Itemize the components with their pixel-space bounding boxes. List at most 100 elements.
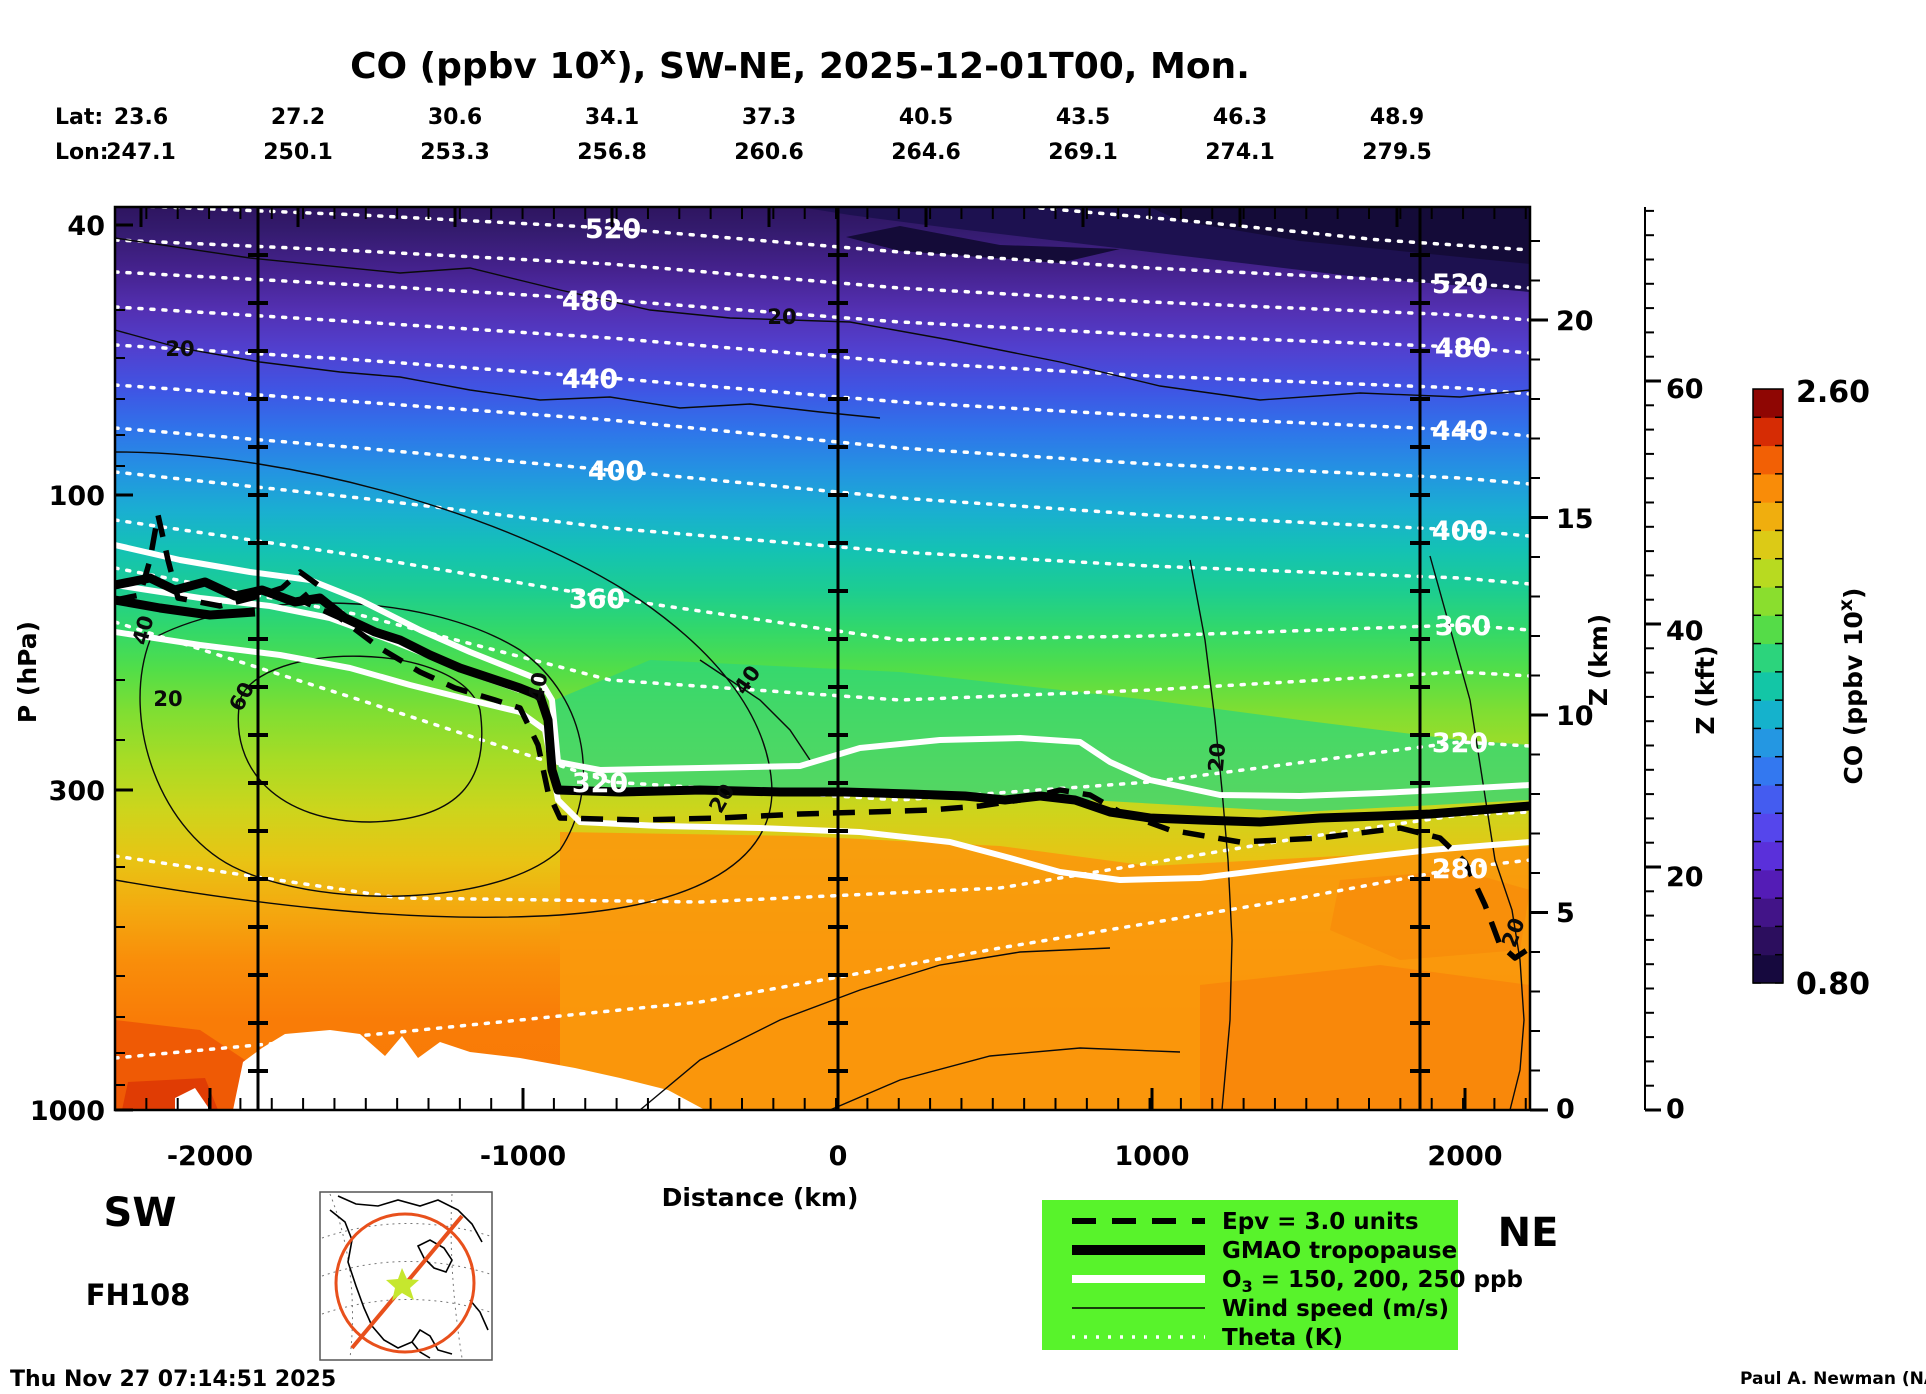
- theta-label: 400: [1432, 516, 1488, 547]
- colorbar-swatch: [1753, 785, 1783, 814]
- p-tick-label: 1000: [30, 1096, 105, 1127]
- colorbar-swatch: [1753, 926, 1783, 956]
- colorbar-swatch: [1753, 389, 1783, 418]
- epv-legend-label: Epv = 3.0 units: [1222, 1209, 1419, 1235]
- colorbar-swatch: [1753, 813, 1783, 843]
- map-coastline: [329, 1195, 489, 1359]
- lon-value: 253.3: [420, 140, 490, 165]
- colorbar-swatch: [1753, 615, 1783, 645]
- zkm-tick-label: 5: [1556, 898, 1575, 929]
- wind-label: 20: [153, 687, 182, 711]
- map-great-circle-ring: [334, 1212, 476, 1354]
- x-tick-label: 2000: [1427, 1141, 1502, 1172]
- wind-legend-label: Wind speed (m/s): [1222, 1296, 1449, 1322]
- theta-label: 480: [562, 286, 618, 317]
- forecast-hour-label: FH108: [86, 1278, 191, 1312]
- colorbar-swatch: [1753, 502, 1783, 531]
- lat-value: 40.5: [899, 105, 953, 130]
- zkft-tick-label: 20: [1666, 862, 1704, 893]
- distance-axis: -2000 -1000 0 1000 2000 Distance (km): [167, 1141, 1503, 1212]
- theta-label: 520: [1432, 269, 1488, 300]
- theta-contours: [115, 207, 1530, 1060]
- credit: Paul A. Newman (NASA: [1740, 1369, 1926, 1389]
- lat-value: 46.3: [1213, 105, 1267, 130]
- timestamp: Thu Nov 27 07:14:51 2025: [10, 1367, 336, 1392]
- zkft-axis-title: Z (kft): [1691, 645, 1720, 734]
- lat-value: 43.5: [1056, 105, 1110, 130]
- zkm-tick-label: 20: [1556, 306, 1594, 337]
- zkm-axis-title: Z (km): [1584, 614, 1613, 706]
- lon-value: 256.8: [577, 140, 647, 165]
- tropopause-legend-label: GMAO tropopause: [1222, 1238, 1457, 1264]
- pressure-axis-title: P (hPa): [13, 621, 42, 723]
- colorbar-frame: [1752, 388, 1784, 984]
- theta-label: 400: [588, 456, 644, 487]
- theta-label: 480: [1435, 333, 1491, 364]
- colorbar-max: 2.60: [1796, 375, 1870, 410]
- lat-value: 27.2: [271, 105, 325, 130]
- lon-value: 247.1: [106, 140, 176, 165]
- colorbar-swatch: [1753, 530, 1783, 560]
- colorbar: 2.60 0.80 CO (ppbv 10x): [1752, 375, 1870, 1002]
- colorbar-swatch: [1753, 728, 1783, 758]
- lat-row-label: Lat:: [55, 105, 103, 130]
- colorbar-swatch: [1753, 643, 1783, 673]
- x-tick-label: -2000: [167, 1141, 253, 1172]
- wind-labels: 20 20 60 40 40 40 20 20 20 20: [128, 305, 1530, 950]
- distance-axis-title: Distance (km): [662, 1183, 859, 1212]
- terrain-notch: [175, 1088, 210, 1110]
- wind-label: 20: [767, 305, 796, 329]
- epv-contour: [115, 512, 1530, 961]
- p-tick-label: 100: [49, 481, 105, 512]
- high-co-patch-right: [1200, 965, 1530, 1110]
- page-title: CO (ppbv 10x), SW-NE, 2025-12-01T00, Mon…: [350, 41, 1250, 87]
- lon-value: 269.1: [1048, 140, 1118, 165]
- lat-value: 34.1: [585, 105, 639, 130]
- map-center-star-icon: [386, 1268, 419, 1301]
- colorbar-swatch: [1753, 898, 1783, 927]
- plot-frame: [113, 205, 1532, 1112]
- colorbar-swatch: [1753, 671, 1783, 701]
- colorbar-swatch: [1753, 417, 1783, 447]
- colorbar-swatch: [1753, 841, 1783, 871]
- map-inset: [319, 1191, 493, 1361]
- legend: Epv = 3.0 units GMAO tropopause O3 = 150…: [1042, 1200, 1523, 1351]
- x-tick-label: -1000: [480, 1141, 566, 1172]
- lon-value: 264.6: [891, 140, 961, 165]
- p-tick-label: 300: [49, 776, 105, 807]
- zkft-axis: 60 40 20 0 Z (kft): [1644, 207, 1720, 1125]
- lat-value: 48.9: [1370, 105, 1424, 130]
- zkm-axis: 20 15 10 5 0 Z (km): [1556, 306, 1613, 1125]
- sw-endpoint-label: SW: [104, 1190, 177, 1236]
- reference-lines: [248, 207, 1430, 1110]
- zkm-tick-label: 15: [1556, 504, 1594, 535]
- lat-value: 23.6: [114, 105, 168, 130]
- colorbar-swatch: [1753, 700, 1783, 729]
- pressure-axis: 40 100 300 1000 P (hPa): [13, 211, 105, 1127]
- colorbar-title: CO (ppbv 10x): [1835, 588, 1868, 785]
- theta-label: 320: [572, 768, 628, 799]
- colorbar-swatch: [1753, 954, 1783, 984]
- lat-value: 37.3: [742, 105, 796, 130]
- theta-label: 320: [1432, 728, 1488, 759]
- lon-value: 274.1: [1205, 140, 1275, 165]
- terrain-cutout: [233, 1030, 705, 1110]
- ozone-legend-label: O3 = 150, 200, 250 ppb: [1222, 1267, 1523, 1296]
- stratospheric-tongue: [555, 660, 1530, 812]
- x-tick-label: 1000: [1114, 1141, 1189, 1172]
- ne-endpoint-label: NE: [1498, 1210, 1559, 1256]
- map-graticule: [321, 1193, 491, 1359]
- colorbar-swatch: [1753, 756, 1783, 786]
- theta-label: 360: [1435, 611, 1491, 642]
- p-tick-label: 40: [67, 211, 105, 242]
- lat-lon-header: Lat: Lon: 23.6 27.2 30.6 34.1 37.3 40.5 …: [55, 105, 1432, 165]
- theta-label: 440: [562, 364, 618, 395]
- zkft-tick-label: 40: [1666, 616, 1704, 647]
- theta-labels: 520 480 440 400 360 320 520 480 440 400 …: [562, 214, 1491, 885]
- colorbar-swatch: [1753, 445, 1783, 475]
- colorbar-swatch: [1753, 558, 1783, 588]
- colorbar-swatch: [1753, 869, 1783, 899]
- low-co-blob: [846, 226, 1120, 263]
